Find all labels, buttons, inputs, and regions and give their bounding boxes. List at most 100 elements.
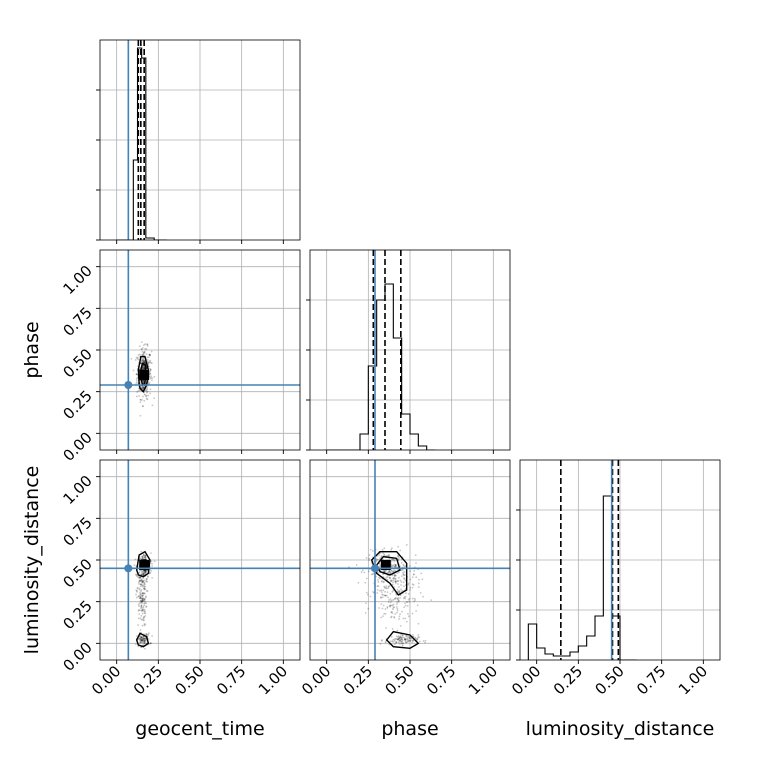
sample-point: [414, 637, 417, 640]
sample-point: [382, 594, 385, 596]
sample-point: [151, 635, 153, 637]
histogram-luminosity_distance: [527, 495, 637, 660]
x-tick-label: 1.00: [465, 662, 501, 698]
sample-point: [141, 592, 144, 594]
sample-point: [151, 576, 154, 579]
sample-point: [365, 591, 368, 594]
sample-point: [142, 570, 144, 572]
sample-point: [394, 564, 397, 567]
sample-point: [145, 602, 148, 605]
sample-point: [141, 358, 144, 361]
sample-point: [385, 577, 387, 579]
sample-point: [386, 554, 389, 557]
sample-point: [149, 392, 152, 395]
sample-point: [386, 607, 389, 609]
sample-point: [348, 566, 350, 568]
sample-point: [139, 577, 141, 579]
sample-point: [148, 360, 151, 363]
sample-point: [377, 585, 380, 588]
sample-point: [371, 573, 374, 576]
sample-point: [382, 552, 384, 555]
sample-point: [144, 588, 147, 591]
sample-point: [401, 639, 404, 642]
sample-point: [140, 597, 143, 600]
sample-point: [405, 601, 408, 603]
sample-point: [141, 597, 143, 600]
density-peak: [139, 560, 150, 570]
sample-point: [396, 588, 399, 591]
sample-point: [397, 590, 400, 593]
sample-point: [400, 640, 402, 643]
sample-point: [399, 639, 402, 641]
sample-point: [141, 571, 144, 573]
sample-point: [143, 588, 146, 591]
sample-point: [405, 635, 408, 638]
sample-point: [380, 591, 383, 594]
sample-point: [390, 615, 393, 618]
sample-point: [142, 553, 145, 556]
sample-point: [411, 633, 414, 636]
x-axis-label-geocent_time: geocent_time: [135, 718, 264, 740]
sample-point: [396, 629, 399, 632]
sample-point: [389, 572, 392, 574]
sample-point: [409, 639, 411, 642]
sample-point: [143, 367, 146, 370]
sample-point: [391, 604, 394, 607]
sample-point: [393, 638, 396, 641]
sample-point: [400, 633, 402, 636]
sample-point: [383, 586, 386, 589]
sample-point: [380, 616, 383, 619]
sample-point: [380, 589, 383, 592]
sample-point: [138, 609, 140, 611]
sample-point: [390, 604, 392, 607]
sample-point: [401, 634, 404, 637]
sample-point: [145, 397, 148, 400]
sample-point: [139, 576, 142, 579]
sample-point: [138, 613, 140, 615]
sample-point: [141, 354, 144, 357]
sample-point: [401, 636, 403, 639]
sample-point: [404, 640, 407, 643]
sample-point: [405, 592, 407, 595]
sample-point: [138, 605, 140, 608]
sample-point: [416, 638, 418, 641]
sample-point: [391, 640, 394, 642]
sample-point: [398, 637, 401, 640]
sample-point: [408, 600, 411, 603]
sample-point: [384, 570, 386, 572]
sample-point: [140, 579, 143, 582]
sample-point: [141, 359, 144, 362]
sample-point: [392, 576, 395, 579]
sample-point: [390, 569, 393, 572]
sample-point: [383, 553, 386, 556]
sample-point: [150, 375, 152, 378]
sample-point: [134, 643, 137, 646]
sample-point: [396, 638, 399, 641]
sample-point: [143, 351, 146, 354]
sample-point: [395, 582, 397, 584]
sample-point: [148, 353, 151, 356]
sample-point: [151, 377, 154, 380]
sample-point: [140, 573, 143, 576]
sample-point: [397, 635, 400, 638]
sample-point: [141, 592, 144, 595]
sample-point: [138, 637, 141, 640]
sample-point: [407, 582, 410, 585]
sample-point: [142, 554, 145, 557]
sample-point: [389, 601, 392, 604]
truth-marker: [371, 564, 379, 573]
sample-point: [143, 579, 146, 582]
sample-point: [143, 556, 146, 559]
sample-point: [144, 623, 147, 626]
sample-point: [383, 554, 386, 557]
x-tick-label: 0.25: [130, 662, 166, 698]
sample-point: [384, 594, 386, 597]
sample-point: [141, 599, 144, 602]
sample-point: [149, 642, 152, 645]
sample-point: [409, 578, 412, 581]
sample-point: [386, 572, 389, 574]
sample-point: [385, 594, 388, 597]
sample-point: [143, 350, 146, 353]
sample-point: [394, 637, 397, 640]
sample-point: [379, 565, 381, 568]
